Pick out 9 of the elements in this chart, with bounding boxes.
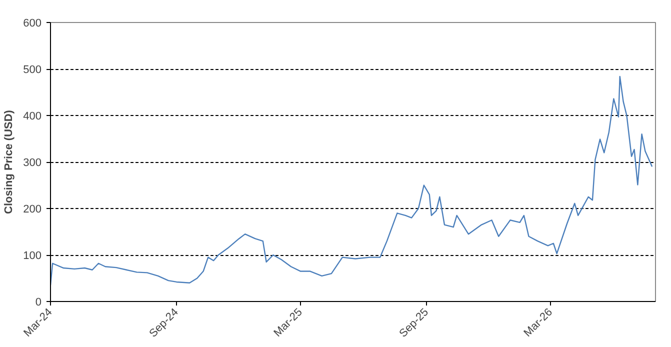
y-tick-label: 0 — [35, 296, 42, 308]
y-tick-label: 200 — [23, 204, 42, 216]
y-tick-label: 300 — [23, 157, 42, 169]
line-series — [50, 76, 653, 286]
y-tick-label: 600 — [23, 18, 42, 30]
y-tick-label: 500 — [23, 64, 42, 76]
y-tick-label: 400 — [23, 110, 42, 122]
y-tick-label: 100 — [23, 250, 42, 262]
y-axis-title: Closing Price (USD) — [3, 110, 16, 214]
